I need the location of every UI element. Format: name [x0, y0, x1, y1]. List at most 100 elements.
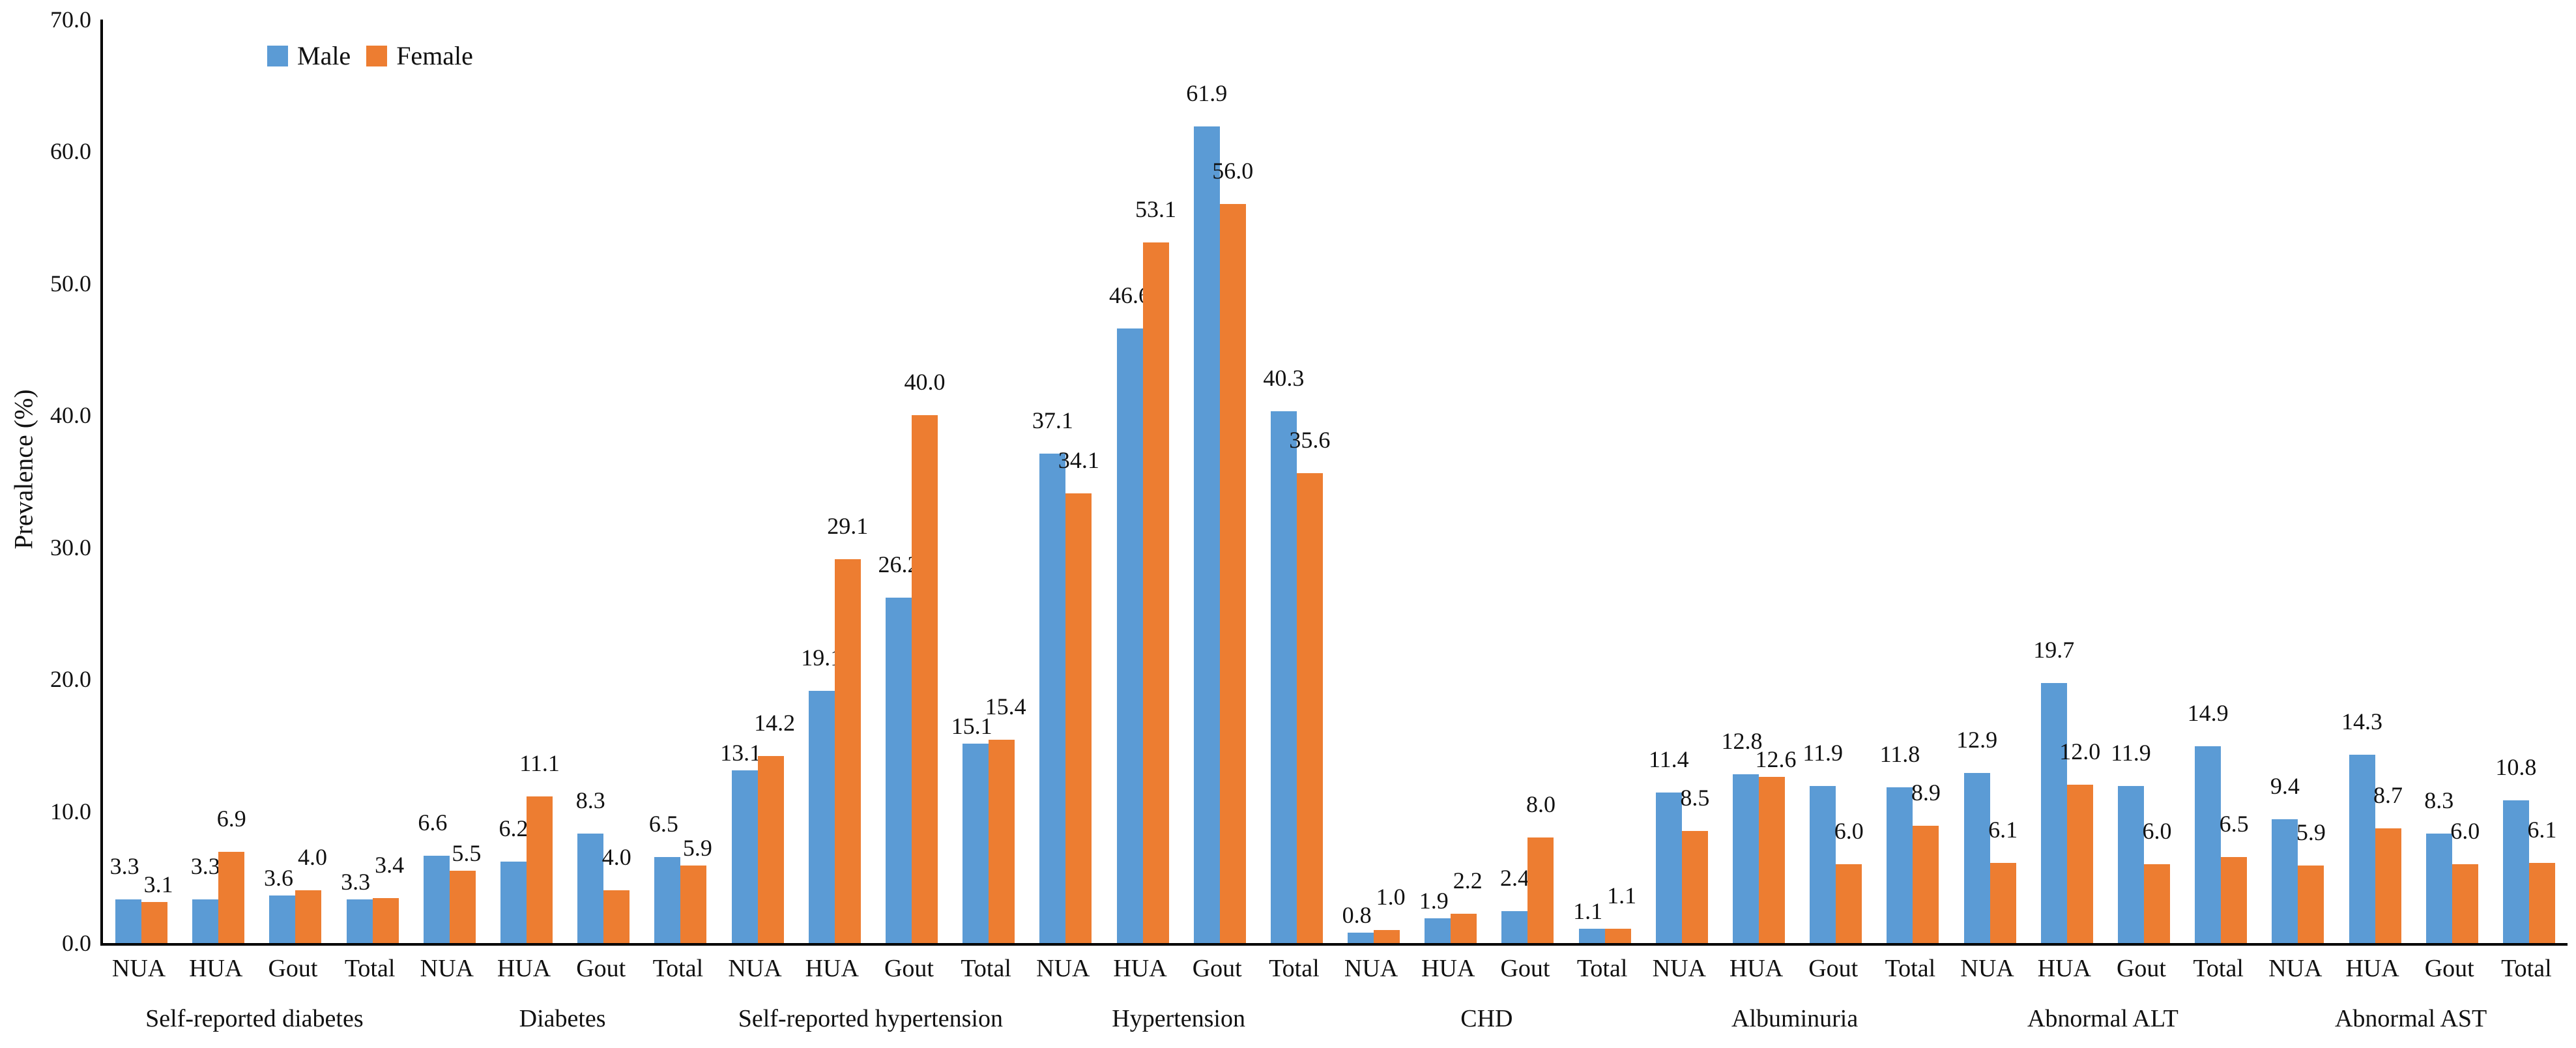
bar-male: 19.1: [801, 645, 842, 943]
bar-pair: 61.9 56.0: [1186, 81, 1253, 943]
bar-pair: 15.1 15.4: [951, 694, 1026, 943]
group-label: Albuminuria: [1731, 1005, 1859, 1032]
bar-value-label: 6.1: [2527, 816, 2557, 843]
category-tick-label: Total: [1576, 955, 1628, 982]
bar-pair: 11.8 8.9: [1880, 742, 1941, 943]
bar-female: 6.1: [2527, 817, 2556, 943]
category-tick-label: Gout: [884, 955, 934, 982]
bar-value-label: 5.9: [682, 834, 712, 861]
bar-pair: 0.8 1.0: [1342, 884, 1406, 943]
bar-female: 56.0: [1212, 158, 1253, 943]
bar-value-label: 11.9: [2111, 740, 2151, 766]
bar-female: 5.9: [2296, 820, 2326, 943]
bar-pair: 12.9 6.1: [1956, 727, 2018, 943]
legend: Male Female: [267, 43, 489, 69]
bar-pair: 6.2 11.1: [499, 751, 560, 943]
bar-male: 6.2: [499, 816, 528, 943]
bar-male: 3.3: [191, 854, 220, 943]
category-slot: 11.9 6.0: [2106, 740, 2182, 943]
bar-female: 15.4: [985, 694, 1026, 943]
bar-value-label: 35.6: [1289, 427, 1331, 454]
legend-item-male: Male: [267, 43, 351, 69]
bar-pair: 3.3 3.4: [341, 852, 404, 943]
x-axis-category-labels: NUA HUA Gout Total NUA HUA Gout Total NUA HUA Gout…: [100, 954, 2565, 983]
bar-male: 3.6: [264, 866, 296, 943]
bar-male: 0.8: [1342, 903, 1374, 943]
category-slot: 15.1 15.4: [950, 694, 1027, 943]
bar-pair: 3.3 6.9: [191, 806, 246, 943]
category-slot: 6.5 5.9: [642, 811, 719, 943]
plot-area: 3.3 3.1 3.3 6.9 3.6 4.0 3.3 3.4 6.6 5.5 6.2 11.1 8.3…: [100, 20, 2568, 946]
bar-value-label: 40.3: [1263, 365, 1305, 392]
bar-value-label: 4.0: [601, 844, 631, 871]
category-tick-label: HUA: [1421, 955, 1475, 982]
category-label-group: NUA HUA Gout Total: [1949, 954, 2257, 983]
bar-male: 14.3: [2341, 709, 2382, 943]
bar-female: 12.0: [2059, 739, 2100, 943]
bar-pair: 19.1 29.1: [801, 514, 868, 943]
bar-female: 6.0: [1834, 819, 1864, 943]
bar-female: 5.9: [680, 836, 712, 943]
category-label-group: NUA HUA Gout Total: [100, 954, 409, 983]
bar-group: 12.9 6.1 19.7 12.0 11.9 6.0 14.9 6.5: [1952, 20, 2260, 943]
bar-value-label: 34.1: [1058, 446, 1099, 473]
bar-male: 11.8: [1880, 742, 1920, 943]
category-slot: 3.6 4.0: [257, 845, 334, 943]
category-slot: 14.3 8.7: [2336, 709, 2413, 943]
bar-female: 1.1: [1604, 883, 1636, 943]
bar-group: 37.1 34.1 46.6 53.1 61.9 56.0 40.3 35.6: [1027, 20, 1335, 943]
category-tick-label: Total: [344, 955, 396, 982]
bar-value-label: 19.7: [2033, 637, 2075, 663]
category-slot: 19.1 29.1: [796, 514, 873, 943]
category-tick-label: Total: [961, 955, 1011, 982]
bar-value-label: 6.0: [2142, 817, 2172, 844]
bar-female: 12.6: [1756, 747, 1797, 943]
bar-female: 40.0: [904, 370, 945, 943]
bar-value-label: 15.4: [985, 693, 1026, 720]
bar-value-label: 6.0: [1834, 817, 1864, 844]
category-tick-label: HUA: [189, 955, 243, 982]
category-tick-label: Total: [2501, 955, 2552, 982]
category-tick-label: Total: [2193, 955, 2244, 982]
category-tick-label: NUA: [2268, 955, 2323, 982]
bar-male: 6.6: [418, 810, 450, 943]
bar-male: 14.9: [2188, 701, 2229, 943]
bar-female: 8.0: [1526, 792, 1556, 943]
bar-pair: 11.9 6.0: [1802, 740, 1864, 943]
bar-pair: 19.7 12.0: [2033, 637, 2100, 943]
bar-value-label: 12.9: [1956, 726, 1998, 753]
category-slot: 19.7 12.0: [2029, 637, 2106, 943]
bar-pair: 37.1 34.1: [1032, 408, 1099, 943]
bar-pair: 1.1 1.1: [1573, 883, 1636, 943]
bar-female: 5.5: [449, 841, 481, 943]
bar-value-label: 61.9: [1186, 80, 1228, 106]
bar-male: 19.7: [2033, 637, 2074, 943]
group-label: Self-reported diabetes: [145, 1005, 364, 1032]
bar-pair: 14.9 6.5: [2188, 701, 2249, 943]
bar-male: 2.4: [1500, 866, 1529, 943]
y-axis: Prevalence (%) 0.0 10.0 20.0 30.0 40.0 50.0 60…: [0, 0, 92, 1048]
y-tick-label: 50.0: [50, 270, 91, 297]
bar-value-label: 3.6: [263, 865, 293, 892]
bar-female: 6.9: [217, 806, 246, 943]
bar-male: 15.1: [951, 714, 992, 943]
bar-male: 6.5: [649, 811, 681, 943]
bar-value-label: 8.5: [1680, 784, 1710, 811]
category-tick-label: NUA: [728, 955, 782, 982]
category-slot: 26.2 40.0: [873, 370, 950, 943]
category-slot: 3.3 3.1: [103, 854, 180, 943]
bar-value-label: 8.7: [2373, 781, 2403, 808]
bar-value-label: 13.1: [720, 739, 762, 766]
bar-group: 6.6 5.5 6.2 11.1 8.3 4.0 6.5 5.9: [411, 20, 719, 943]
category-tick-label: NUA: [111, 955, 166, 982]
bar-male: 40.3: [1263, 366, 1304, 943]
bar-female: 3.4: [372, 852, 404, 943]
bar-value-label: 12.0: [2059, 738, 2101, 765]
bar-pair: 9.4 5.9: [2270, 774, 2326, 943]
bar-male: 11.9: [2111, 740, 2151, 943]
category-slot: 6.6 5.5: [411, 810, 488, 943]
bar-value-label: 8.9: [1911, 779, 1941, 806]
group-label: Self-reported hypertension: [738, 1005, 1003, 1032]
bar-value-label: 8.3: [2424, 787, 2454, 813]
bar-female: 4.0: [295, 845, 327, 943]
